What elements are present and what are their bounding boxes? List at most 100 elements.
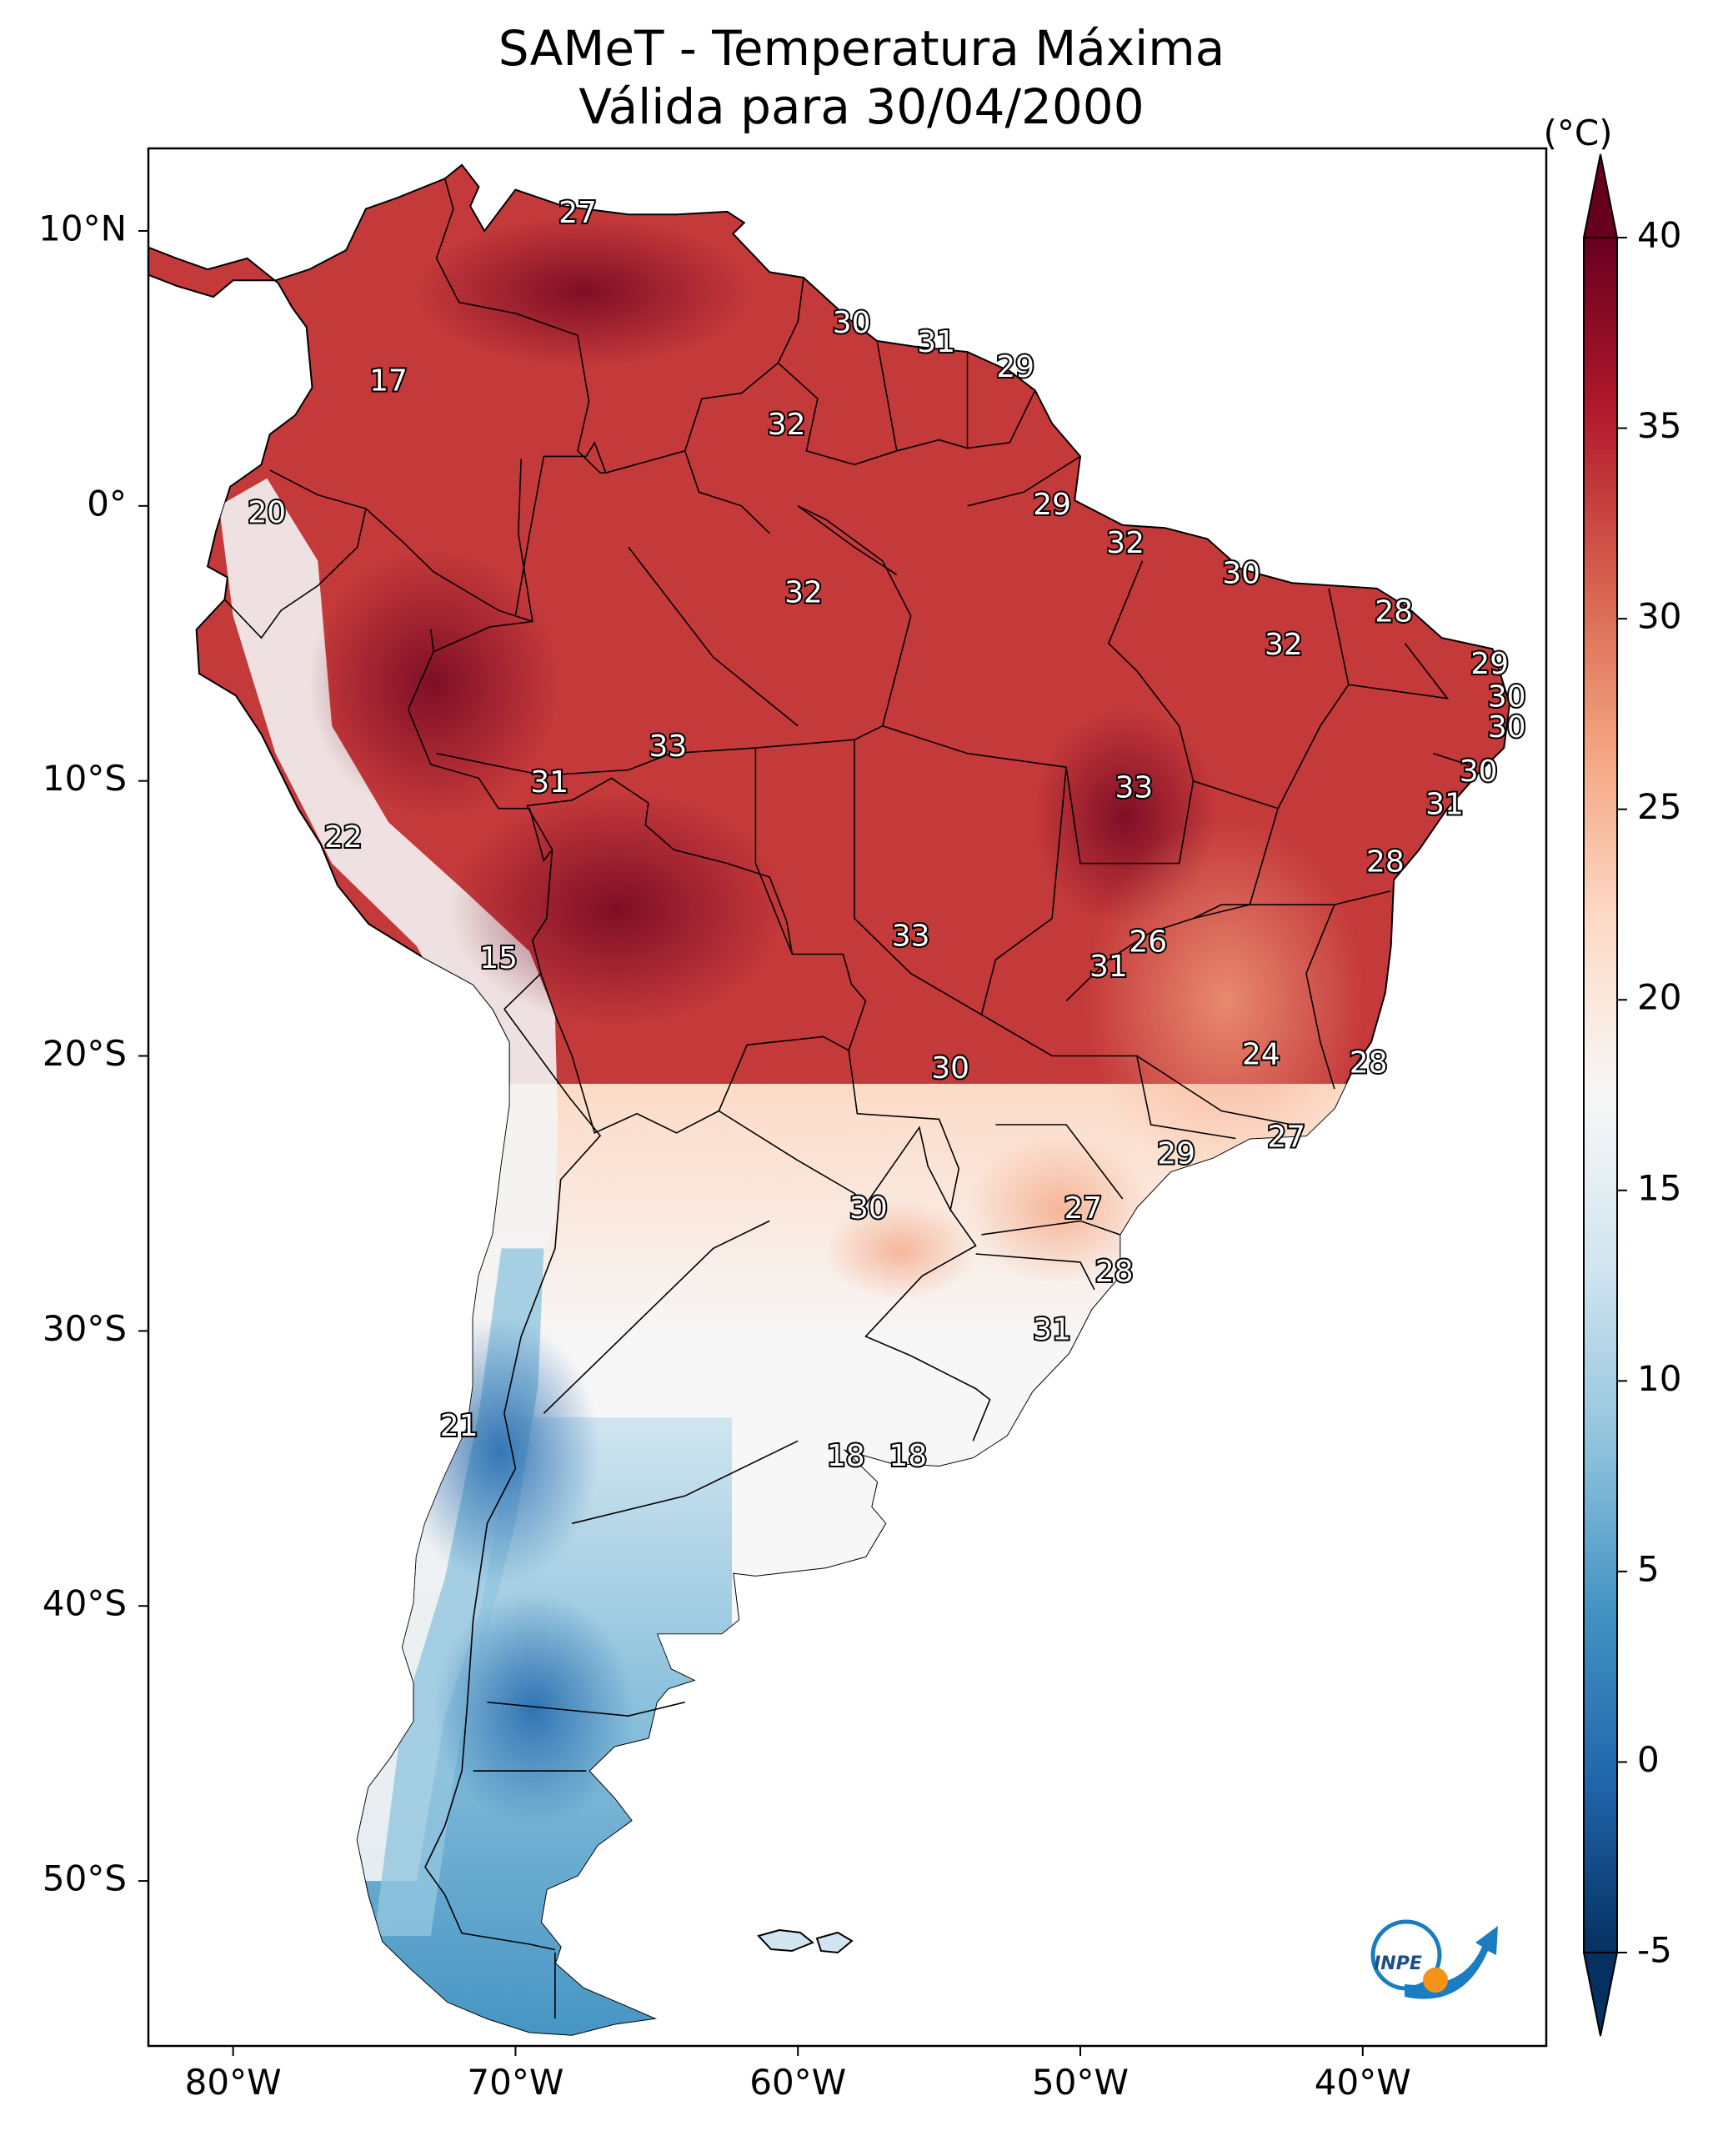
y-tick-label: 30°S	[43, 1308, 127, 1349]
temperature-label: 27	[558, 196, 597, 230]
x-tick-label: 40°W	[1315, 2062, 1411, 2103]
temperature-label: 28	[1375, 595, 1413, 629]
temperature-label: 29	[996, 350, 1034, 384]
colorbar-body	[1583, 237, 1618, 1953]
border-line	[854, 740, 982, 1015]
border-line	[981, 1220, 1120, 1236]
temperature-label: 28	[1095, 1255, 1134, 1289]
plot-frame	[147, 147, 1548, 2048]
temperature-label: 31	[1425, 787, 1464, 821]
x-tick-label: 50°W	[1032, 2062, 1129, 2103]
colorbar-tick-label: 20	[1637, 977, 1681, 1018]
temperature-label: 29	[1470, 647, 1509, 681]
temperature-label: 27	[1267, 1121, 1305, 1155]
border-line	[407, 620, 553, 863]
border-line	[514, 441, 607, 616]
border-line	[896, 352, 969, 452]
border-line	[718, 1050, 960, 1212]
temperature-label: 33	[892, 920, 930, 954]
colorbar-tick-label: 35	[1637, 405, 1681, 446]
colorbar-tick-label: 5	[1637, 1548, 1660, 1589]
temperature-label: 28	[1366, 845, 1405, 880]
border-line	[967, 455, 1081, 507]
border-line	[864, 1209, 991, 1442]
inpe-logo: INPE	[1370, 1919, 1498, 1999]
y-tick-label: 0°	[87, 483, 127, 524]
border-line	[1193, 588, 1350, 810]
temperature-label: 26	[1129, 925, 1167, 959]
temperature-label: 22	[324, 820, 363, 855]
border-line	[1433, 752, 1476, 768]
x-tick-label: 60°W	[749, 2062, 846, 2103]
temperature-label: 30	[833, 306, 871, 340]
temperature-label: 27	[1064, 1191, 1102, 1226]
border-line	[540, 973, 849, 1135]
border-line	[1305, 904, 1335, 1090]
y-tick-label: 10°S	[43, 758, 127, 799]
temperature-label: 31	[1033, 1312, 1071, 1346]
border-line	[503, 805, 553, 1010]
colorbar-tick-label: 0	[1637, 1739, 1660, 1780]
y-tick-label: 50°S	[43, 1858, 127, 1899]
colorbar-max-extension	[1582, 153, 1619, 238]
temperature-label: 29	[1157, 1136, 1195, 1171]
border-line	[975, 1253, 1095, 1291]
border-line	[628, 546, 799, 727]
border-line	[1065, 808, 1279, 1002]
colorbar-tick-label: 30	[1637, 596, 1681, 637]
border-line	[980, 767, 1236, 1140]
falkland-islands	[757, 1928, 854, 1954]
colorbar-tick-label: 40	[1637, 215, 1681, 256]
temperature-label: 33	[1114, 771, 1153, 805]
y-tick-label: 20°S	[43, 1033, 127, 1074]
temperature-label: 18	[827, 1439, 865, 1473]
map-subtitle: Válida para 30/04/2000	[579, 78, 1144, 135]
temperature-label: 30	[1222, 556, 1260, 590]
border-line	[684, 450, 770, 534]
colorbar-unit: (°C)	[1543, 113, 1612, 153]
colorbar-tick-label: -5	[1637, 1930, 1672, 1971]
temperature-label: 32	[784, 575, 823, 609]
border-line	[882, 560, 1195, 865]
border-line	[487, 1701, 685, 1717]
border-line	[995, 1124, 1124, 1200]
border-line	[967, 389, 1036, 449]
country-borders	[223, 178, 1476, 2018]
temperature-label: 24	[1242, 1038, 1280, 1072]
temperature-label: 30	[849, 1191, 888, 1226]
temperature-label: 29	[1033, 488, 1071, 522]
border-line	[1136, 1055, 1293, 1126]
x-tick-label: 70°W	[467, 2062, 563, 2103]
temperature-label: 32	[768, 408, 806, 442]
border-line	[572, 1440, 799, 1525]
temperature-label: 18	[889, 1439, 927, 1473]
colorbar-tick-label: 15	[1637, 1167, 1681, 1208]
border-line	[526, 777, 867, 1051]
temperature-label: 30	[1488, 680, 1526, 714]
temperature-label: 31	[1089, 950, 1128, 984]
border-line	[1348, 643, 1450, 699]
colorbar-min-extension	[1582, 1952, 1619, 2037]
temperature-label: 21	[440, 1409, 478, 1443]
border-line	[1193, 890, 1391, 920]
temperature-label: 33	[649, 730, 687, 764]
temperature-label: 15	[479, 941, 518, 975]
border-line	[435, 178, 606, 474]
temperature-label: 30	[931, 1051, 969, 1086]
colorbar-tick-label: 10	[1637, 1358, 1681, 1399]
inpe-logo-text: INPE	[1374, 1953, 1422, 1974]
temperature-label: 30	[1488, 710, 1526, 745]
temperature-label: 32	[1106, 526, 1144, 560]
y-tick-label: 10°N	[38, 208, 127, 248]
temperature-label: 31	[917, 325, 955, 359]
map-title: SAMeT - Temperatura Máxima	[498, 20, 1225, 77]
colorbar-tick-label: 25	[1637, 786, 1681, 827]
temperature-label: 28	[1350, 1045, 1388, 1080]
temperature-label: 30	[1460, 755, 1498, 789]
x-tick-label: 80°W	[185, 2062, 282, 2103]
temperature-label: 20	[248, 496, 286, 530]
border-line	[269, 459, 533, 623]
y-tick-label: 40°S	[43, 1583, 127, 1624]
